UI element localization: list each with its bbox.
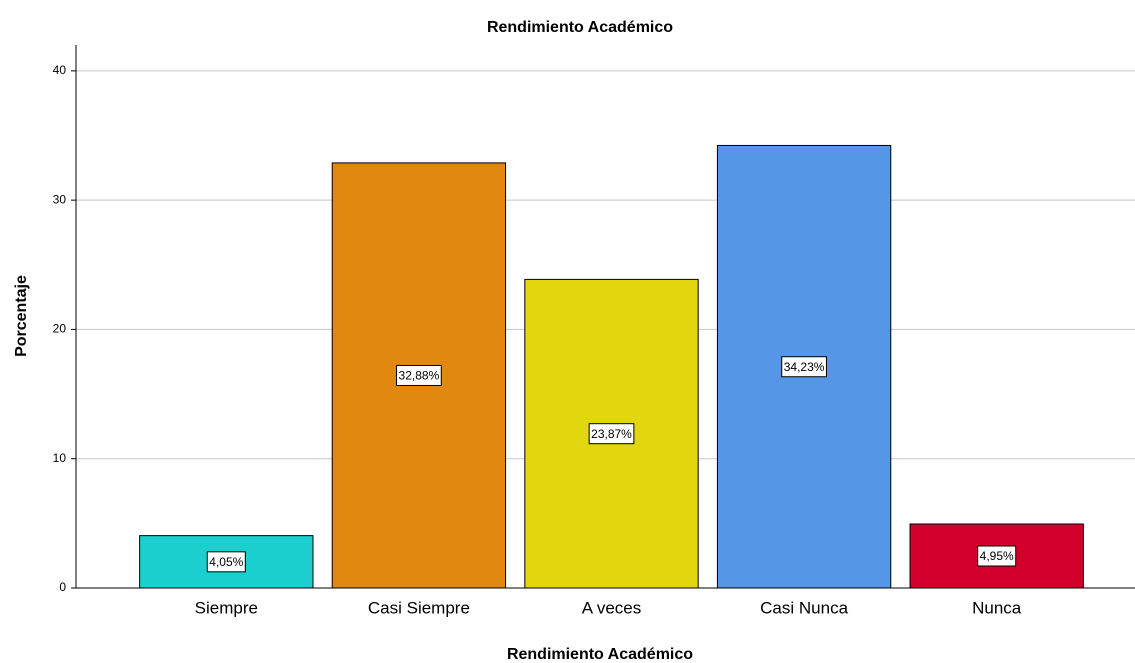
value-label-box — [977, 545, 1017, 567]
x-axis-label: Rendimiento Académico — [507, 646, 693, 663]
x-tick-label: A veces — [582, 598, 642, 617]
value-label: 4,95% — [980, 549, 1014, 563]
y-axis-label: Porcentaje — [13, 275, 30, 357]
value-label: 4,05% — [209, 555, 243, 569]
x-tick-label: Casi Siempre — [368, 598, 470, 617]
y-tick-label: 40 — [53, 63, 67, 77]
value-label-box — [588, 423, 635, 445]
y-tick-label: 10 — [53, 451, 67, 465]
value-label: 32,88% — [399, 369, 440, 383]
chart-title: Rendimiento Académico — [487, 19, 673, 36]
x-tick-label: Casi Nunca — [760, 598, 848, 617]
x-tick-label: Siempre — [195, 598, 258, 617]
value-label-box — [206, 551, 246, 573]
y-tick-label: 0 — [59, 580, 66, 594]
value-label: 23,87% — [591, 427, 632, 441]
y-tick-label: 20 — [53, 322, 67, 336]
value-label-box — [781, 356, 827, 378]
x-tick-label: Nunca — [972, 598, 1022, 617]
y-tick-label: 30 — [53, 192, 67, 206]
value-label: 34,23% — [784, 360, 825, 374]
value-label-box — [396, 364, 442, 386]
